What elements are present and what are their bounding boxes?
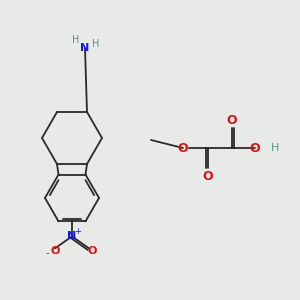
Text: O: O xyxy=(203,169,213,182)
Text: O: O xyxy=(227,113,237,127)
Text: O: O xyxy=(50,246,60,256)
Text: O: O xyxy=(250,142,260,154)
Text: H: H xyxy=(271,143,279,153)
Text: O: O xyxy=(87,246,97,256)
Text: -: - xyxy=(45,248,49,258)
Text: H: H xyxy=(92,39,100,49)
Text: N: N xyxy=(68,231,76,241)
Text: +: + xyxy=(75,227,81,236)
Text: N: N xyxy=(80,43,90,53)
Text: H: H xyxy=(72,35,80,45)
Text: O: O xyxy=(178,142,188,154)
